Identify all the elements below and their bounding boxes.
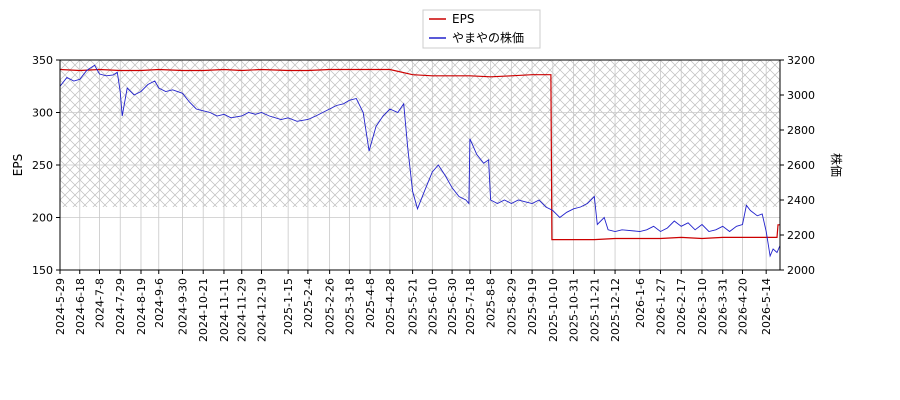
- x-tick-label: 2025-1-15: [282, 278, 295, 335]
- left-tick-label: 300: [32, 107, 53, 120]
- x-tick-label: 2025-6-30: [446, 278, 459, 335]
- hatch-band: [60, 60, 780, 207]
- left-tick-label: 200: [32, 212, 53, 225]
- x-tick-label: 2024-9-6: [153, 278, 166, 328]
- x-tick-label: 2025-4-28: [384, 278, 397, 335]
- x-tick-label: 2024-11-11: [218, 278, 231, 342]
- x-tick-label: 2024-12-19: [255, 278, 268, 342]
- x-tick-label: 2025-2-4: [302, 278, 315, 328]
- right-tick-label: 3000: [787, 89, 815, 102]
- x-tick-label: 2026-2-17: [675, 278, 688, 335]
- x-tick-label: 2025-8-8: [485, 278, 498, 328]
- x-tick-label: 2025-10-10: [547, 278, 560, 342]
- x-tick-label: 2025-12-12: [609, 278, 622, 342]
- right-axis-title: 株価: [829, 153, 844, 177]
- legend-box: [422, 9, 541, 49]
- left-axis-title: EPS: [11, 154, 25, 176]
- x-tick-label: 2024-11-29: [236, 278, 249, 342]
- x-tick-label: 2024-7-8: [94, 278, 107, 328]
- x-tick-label: 2025-8-29: [505, 278, 518, 335]
- right-tick-label: 2600: [787, 159, 815, 172]
- x-tick-label: 2025-10-31: [568, 278, 581, 342]
- x-tick-label: 2024-6-18: [74, 278, 87, 335]
- x-tick-label: 2026-5-14: [760, 278, 773, 335]
- series-line-price: [59, 64, 781, 258]
- x-tick-label: 2024-9-30: [176, 278, 189, 335]
- x-tick-label: 2025-11-21: [588, 278, 601, 342]
- x-tick-label: 2024-8-19: [135, 278, 148, 335]
- x-tick-label: 2024-5-29: [54, 278, 67, 335]
- x-tick-label: 2025-2-26: [324, 278, 337, 335]
- x-axis: 2024-5-29 2024-6-18 2024-7-8 2024-7-29 2024-…: [54, 270, 773, 342]
- x-tick-label: 2025-7-18: [464, 278, 477, 335]
- series-line-eps: [59, 68, 780, 241]
- x-tick-label: 2025-6-10: [426, 278, 439, 335]
- left-tick-label: 150: [32, 264, 53, 277]
- right-tick-label: 2800: [787, 124, 815, 137]
- right-tick-label: 3200: [787, 54, 815, 67]
- x-tick-label: 2026-3-10: [696, 278, 709, 335]
- x-tick-label: 2024-7-29: [114, 278, 127, 335]
- legend: EPS やまやの株価: [422, 9, 541, 49]
- x-tick-label: 2026-1-6: [634, 278, 647, 328]
- right-tick-label: 2000: [787, 264, 815, 277]
- series-layer: [59, 64, 781, 258]
- left-tick-label: 250: [32, 159, 53, 172]
- x-tick-label: 2024-10-21: [197, 278, 210, 342]
- x-tick-label: 2026-1-27: [654, 278, 667, 335]
- x-tick-label: 2025-5-21: [407, 278, 420, 335]
- x-tick-label: 2026-3-31: [717, 278, 730, 335]
- legend-label-price: やまやの株価: [452, 30, 524, 45]
- x-tick-label: 2025-4-8: [364, 278, 377, 328]
- x-tick-label: 2025-3-18: [343, 278, 356, 335]
- legend-label-eps: EPS: [452, 12, 474, 26]
- left-axis: 150 200 250 300 350: [32, 54, 60, 277]
- x-tick-label: 2026-4-20: [736, 278, 749, 335]
- x-tick-label: 2025-9-19: [526, 278, 539, 335]
- right-tick-label: 2200: [787, 229, 815, 242]
- right-tick-label: 2400: [787, 194, 815, 207]
- left-tick-label: 350: [32, 54, 53, 67]
- right-axis: 2000 2200 2400 2600 2800 3000 3200: [780, 54, 815, 277]
